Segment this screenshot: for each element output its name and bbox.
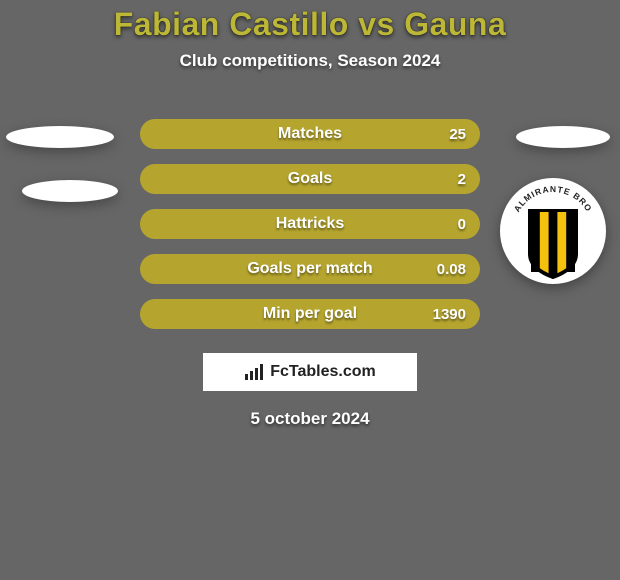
stat-right-value: 1390: [426, 306, 466, 323]
stat-row: Goals2: [140, 164, 480, 194]
page-title: Fabian Castillo vs Gauna: [0, 0, 620, 43]
club-badge: ALMIRANTE BRO: [500, 178, 606, 284]
brand-chart-icon: [244, 363, 266, 381]
stat-right-value: 0: [426, 216, 466, 233]
stat-row: Goals per match0.08: [140, 254, 480, 284]
stat-row: Min per goal1390: [140, 299, 480, 329]
brand-box: FcTables.com: [203, 353, 417, 391]
subtitle: Club competitions, Season 2024: [0, 51, 620, 71]
player-left-silhouette-bottom: [22, 180, 118, 202]
stat-right-value: 25: [426, 126, 466, 143]
date-text: 5 october 2024: [0, 409, 620, 429]
comparison-canvas: Fabian Castillo vs Gauna Club competitio…: [0, 0, 620, 580]
stat-row: Hattricks0: [140, 209, 480, 239]
player-left-silhouette-top: [6, 126, 114, 148]
stat-right-value: 2: [426, 171, 466, 188]
brand-text: FcTables.com: [270, 363, 376, 381]
stat-right-value: 0.08: [426, 261, 466, 278]
stat-row: Matches25: [140, 119, 480, 149]
player-right-silhouette-top: [516, 126, 610, 148]
stats-bars: Matches25 Goals2 Hattricks0 Goals per match…: [140, 119, 480, 329]
